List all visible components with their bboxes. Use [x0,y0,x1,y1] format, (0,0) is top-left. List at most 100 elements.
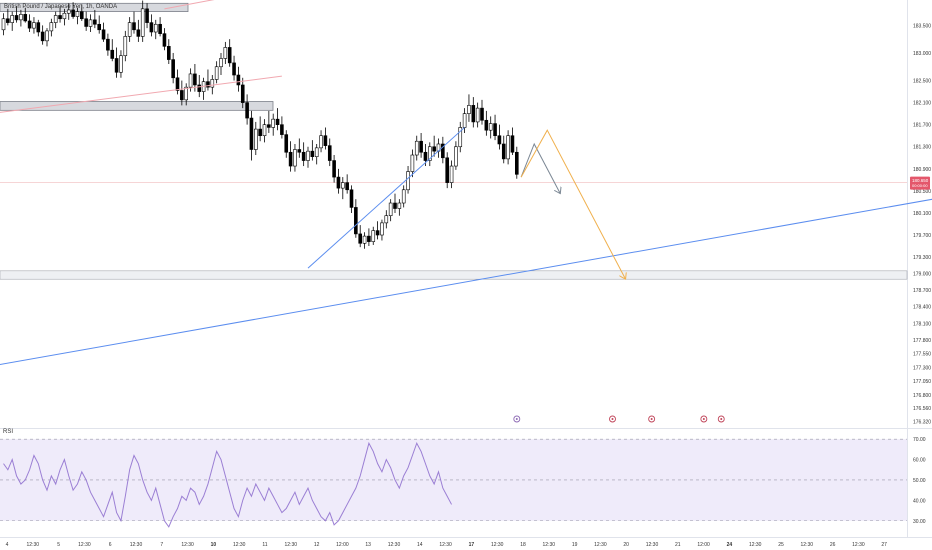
candle[interactable] [458,127,463,148]
candle[interactable] [136,29,141,37]
candle[interactable] [110,49,115,59]
candle[interactable] [427,146,432,161]
candle[interactable] [75,11,80,17]
candle[interactable] [488,123,493,131]
candle[interactable] [223,47,228,59]
candle[interactable] [45,30,49,42]
candle[interactable] [1,18,6,31]
candle[interactable] [258,128,262,137]
candle[interactable] [423,151,428,161]
candle[interactable] [384,215,389,224]
candle[interactable] [19,14,23,21]
zone-box[interactable] [0,2,189,12]
candle[interactable] [454,146,458,167]
candle[interactable] [314,147,319,157]
zone-box[interactable] [0,101,274,111]
candle[interactable] [293,149,297,167]
candle[interactable] [53,15,58,23]
candle[interactable] [345,182,349,191]
candle[interactable] [97,23,101,31]
candle[interactable] [140,8,145,37]
candle[interactable] [145,8,149,23]
candle[interactable] [175,77,180,91]
candle[interactable] [71,9,75,17]
candle[interactable] [227,47,232,64]
candle[interactable] [323,135,328,146]
candle[interactable] [254,128,258,150]
candle[interactable] [410,154,415,172]
candle[interactable] [388,202,393,217]
candle[interactable] [475,107,480,123]
candle[interactable] [336,176,341,189]
candle[interactable] [484,119,489,131]
candle[interactable] [406,171,410,191]
candle[interactable] [158,23,162,34]
candle[interactable] [149,22,154,33]
candle[interactable] [414,140,419,156]
candle[interactable] [480,107,484,121]
candle[interactable] [310,150,315,157]
rsi-line[interactable] [3,441,452,528]
candle[interactable] [23,14,28,22]
candle[interactable] [497,135,502,145]
candle[interactable] [449,165,454,183]
candle[interactable] [40,31,45,42]
candle[interactable] [27,20,32,29]
trendline[interactable] [164,0,238,10]
candle[interactable] [514,151,519,175]
candle[interactable] [249,117,254,150]
candle[interactable] [327,145,332,161]
candle[interactable] [232,62,236,76]
candle[interactable] [236,74,241,86]
candle[interactable] [6,18,10,23]
candle[interactable] [171,59,175,79]
candle[interactable] [506,135,510,160]
candle[interactable] [262,124,267,137]
candle[interactable] [153,23,158,33]
candle[interactable] [340,182,345,189]
candle[interactable] [393,202,397,209]
candle[interactable] [84,18,88,27]
candle[interactable] [58,15,62,20]
candle[interactable] [275,118,280,125]
candle[interactable] [66,9,71,14]
candle[interactable] [467,105,471,114]
candle[interactable] [419,140,423,153]
candle[interactable] [214,66,219,80]
candle[interactable] [162,33,167,47]
candle[interactable] [193,73,197,86]
trendline[interactable] [0,105,932,366]
candle[interactable] [401,189,406,204]
candle[interactable] [471,105,476,123]
candle[interactable] [362,235,367,244]
zone-box[interactable] [0,270,908,280]
candle[interactable] [132,22,136,31]
forecast-path[interactable] [520,129,625,279]
candle[interactable] [349,189,354,208]
candle[interactable] [245,102,249,119]
candle[interactable] [10,15,14,23]
candle[interactable] [280,124,284,135]
candle[interactable] [197,84,202,92]
candle[interactable] [14,15,19,21]
candle[interactable] [119,55,123,73]
candle[interactable] [32,22,36,29]
candle[interactable] [88,19,93,27]
candle[interactable] [501,143,506,160]
candle[interactable] [371,230,376,242]
candle[interactable] [219,58,223,68]
candle[interactable] [62,12,67,20]
candle[interactable] [123,36,128,57]
candle[interactable] [306,150,310,161]
candle[interactable] [297,149,302,153]
candle[interactable] [367,235,371,242]
candle[interactable] [332,160,336,178]
trendline[interactable] [0,75,282,113]
candle[interactable] [354,207,358,235]
candle[interactable] [441,143,445,159]
candle[interactable] [210,79,215,88]
candle[interactable] [49,22,54,32]
candle[interactable] [80,11,84,20]
